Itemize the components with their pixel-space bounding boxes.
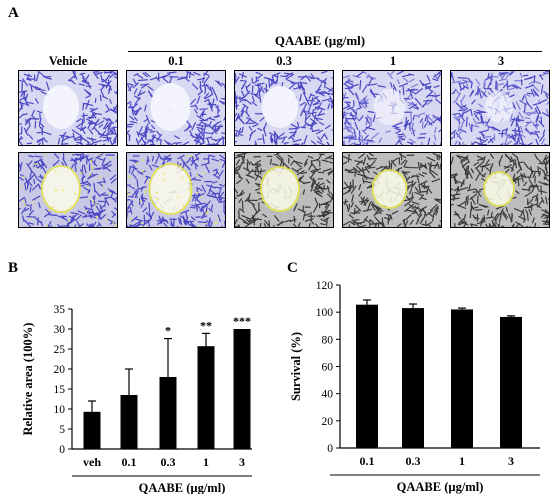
chart-b-ytick-label-4: 20 xyxy=(54,364,66,376)
chart-c-ytick-label-5: 100 xyxy=(316,307,334,319)
chart-b-xtick-label-0: veh xyxy=(83,455,101,469)
chart-b-xtick-label-4: 3 xyxy=(239,455,245,469)
chart-b-bar-3 xyxy=(197,346,215,449)
overlay-image-2 xyxy=(126,152,226,228)
column-header-1: 1 xyxy=(389,54,397,68)
overlay-image-5 xyxy=(450,152,550,228)
relative-area-chart: 0 5 10 15 20 25 30 35 veh 0.1 * 0.3 ** 1 *** 3 QAABE (µg… xyxy=(21,304,252,494)
treatment-bracket-line xyxy=(128,51,542,52)
chart-c-bar-1 xyxy=(402,308,424,448)
stained-image-5 xyxy=(450,70,550,146)
panel-label-a: A xyxy=(8,5,19,21)
column-header-0-3: 0.3 xyxy=(276,54,292,68)
treatment-title: QAABE (µg/ml) xyxy=(274,33,366,48)
chart-b-ylabel: Relative area (100%) xyxy=(21,323,35,436)
chart-b-bar-0 xyxy=(83,411,101,449)
chart-c-ytick-label-6: 120 xyxy=(316,280,334,292)
chart-b-xtick-label-2: 0.3 xyxy=(161,455,176,469)
chart-b-xtick-label-1: 0.1 xyxy=(122,455,137,469)
stained-image-2 xyxy=(126,70,226,146)
chart-b-ytick-label-2: 10 xyxy=(54,404,66,416)
chart-c-bar-3 xyxy=(500,316,522,448)
chart-b-xlabel: QAABE (µg/ml) xyxy=(139,481,226,494)
chart-c-xtick-label-0: 0.1 xyxy=(360,454,375,468)
overlay-image-3 xyxy=(234,152,334,228)
chart-c-bar-2 xyxy=(451,309,473,448)
stained-image-4 xyxy=(342,70,442,146)
chart-b-bar-2 xyxy=(159,377,177,449)
chart-b-significance-3: ** xyxy=(200,318,212,332)
chart-c-ytick-label-4: 80 xyxy=(322,334,334,346)
chart-b-significance-4: *** xyxy=(233,314,251,328)
chart-b-ytick-label-3: 15 xyxy=(54,384,66,396)
chart-b-ytick-label-6: 30 xyxy=(54,324,66,336)
chart-c-xtick-label-1: 0.3 xyxy=(406,454,421,468)
panel-label-c: C xyxy=(287,260,298,276)
panel-label-b: B xyxy=(8,260,19,276)
chart-b-significance-2: * xyxy=(165,324,171,338)
column-header-vehicle: Vehicle xyxy=(48,54,88,68)
chart-b-bar-4 xyxy=(233,329,251,449)
chart-b-ytick-label-1: 5 xyxy=(59,424,65,436)
chart-b-ytick-label-7: 35 xyxy=(54,304,66,316)
chart-c-xtick-label-3: 3 xyxy=(508,454,514,468)
overlay-image-1 xyxy=(18,152,118,228)
chart-c-bar-0 xyxy=(356,304,378,448)
overlay-image-4 xyxy=(342,152,442,228)
chart-c-ylabel: Survival (%) xyxy=(289,332,303,401)
chart-c-ytick-label-3: 60 xyxy=(322,362,334,374)
column-header-0-1: 0.1 xyxy=(168,54,184,68)
chart-c-xtick-label-2: 1 xyxy=(459,454,465,468)
chart-c-ytick-label-1: 20 xyxy=(322,416,334,428)
chart-b-ytick-label-0: 0 xyxy=(59,444,65,456)
survival-chart: 0 20 40 60 80 100 120 0.1 0.3 1 3 QAABE (µg/ml) Surv… xyxy=(289,280,540,494)
column-header-3: 3 xyxy=(497,54,505,68)
chart-b-bar-1 xyxy=(120,395,138,449)
stained-image-1 xyxy=(18,70,118,146)
stained-image-3 xyxy=(234,70,334,146)
chart-c-ytick-label-0: 0 xyxy=(327,443,333,455)
chart-c-xlabel: QAABE (µg/ml) xyxy=(397,480,484,494)
chart-b-ytick-label-5: 25 xyxy=(54,344,66,356)
chart-b-xtick-label-3: 1 xyxy=(203,455,209,469)
chart-c-ytick-label-2: 40 xyxy=(322,389,334,401)
